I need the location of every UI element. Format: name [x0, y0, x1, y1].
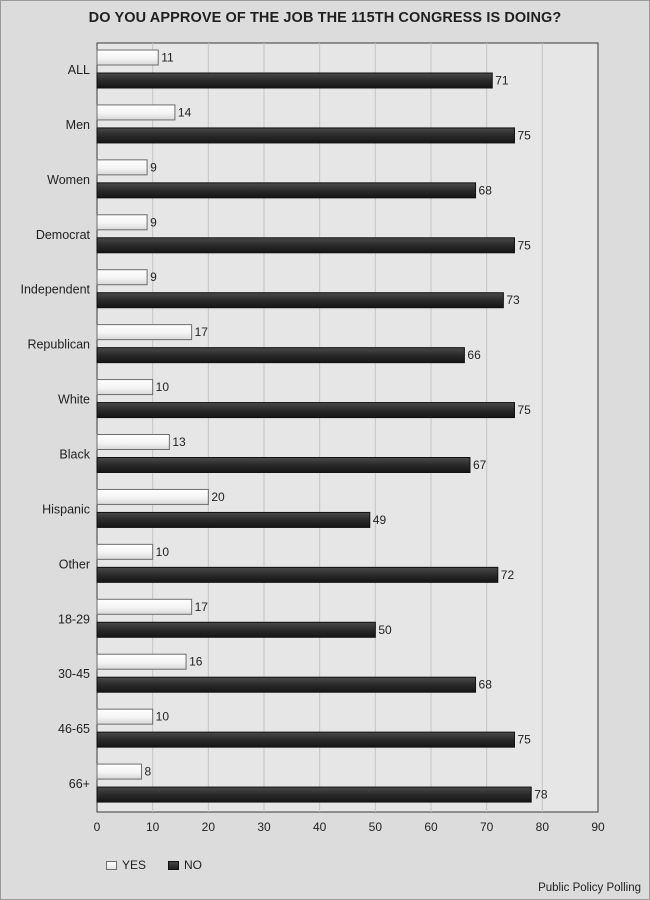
bar-no-66- — [96, 786, 532, 803]
bar-yes-black — [96, 434, 170, 450]
data-label: 78 — [534, 788, 548, 802]
bar-yes-other — [96, 543, 154, 560]
category-label: Democrat — [36, 228, 91, 242]
data-label: 73 — [506, 293, 520, 307]
plot-area — [96, 42, 599, 813]
bar-no-white — [96, 402, 515, 419]
bar-yes-hispanic — [96, 488, 209, 505]
category-label: 46-65 — [58, 722, 90, 736]
category-label: ALL — [68, 63, 90, 77]
bar-no-30-45 — [96, 676, 477, 693]
data-label: 14 — [178, 105, 192, 119]
data-label: 66 — [467, 348, 481, 362]
legend-label-yes: YES — [122, 858, 147, 872]
bar-yes-46-65 — [96, 708, 154, 725]
data-label: 71 — [495, 74, 509, 88]
bar-yes-30-45 — [96, 653, 187, 670]
bar-no-democrat — [96, 237, 515, 254]
data-label: 17 — [195, 325, 209, 339]
x-tick-label: 50 — [369, 820, 383, 834]
data-label: 50 — [378, 623, 392, 637]
category-label: Men — [66, 118, 90, 132]
chart-title: DO YOU APPROVE OF THE JOB THE 115TH CONG… — [88, 10, 562, 26]
bar-no-other — [96, 566, 499, 583]
bar-yes-women — [96, 159, 148, 176]
data-label: 9 — [150, 160, 157, 174]
data-label: 10 — [156, 380, 170, 394]
source-credit: Public Policy Polling — [538, 882, 641, 894]
bar-no-women — [96, 182, 477, 199]
legend: YES NO — [106, 858, 224, 872]
category-label: Republican — [27, 338, 90, 352]
bar-no-46-65 — [96, 731, 515, 748]
data-label: 75 — [518, 733, 532, 747]
x-tick-label: 60 — [424, 820, 438, 834]
legend-label-no: NO — [184, 858, 203, 872]
category-label: Other — [59, 557, 90, 571]
bar-no-18-29 — [96, 621, 376, 638]
bar-no-black — [96, 457, 471, 473]
bar-no-all — [96, 72, 493, 89]
category-label: Hispanic — [42, 502, 90, 516]
data-label: 20 — [211, 490, 225, 504]
data-label: 10 — [156, 710, 170, 724]
bar-yes-white — [96, 379, 154, 396]
x-tick-label: 30 — [257, 820, 271, 834]
bar-no-men — [96, 127, 515, 144]
bar-yes-66- — [96, 763, 143, 780]
category-label: Black — [59, 448, 90, 462]
bar-yes-democrat — [96, 214, 148, 231]
data-label: 68 — [479, 183, 493, 197]
legend-swatch-no — [168, 860, 180, 870]
category-label: 66+ — [69, 777, 90, 791]
legend-item-yes: YES — [106, 858, 146, 872]
legend-item-no: NO — [168, 858, 202, 872]
data-label: 75 — [518, 403, 532, 417]
category-label: White — [58, 393, 90, 407]
data-label: 11 — [161, 51, 174, 65]
category-label: 30-45 — [58, 667, 90, 681]
x-tick-label: 20 — [202, 820, 216, 834]
bar-yes-18-29 — [96, 598, 193, 615]
bar-no-independent — [96, 292, 504, 309]
x-tick-label: 80 — [536, 820, 550, 834]
x-tick-label: 10 — [146, 820, 160, 834]
data-label: 16 — [189, 655, 203, 669]
category-label: 18-29 — [58, 612, 90, 626]
data-label: 13 — [172, 435, 186, 449]
data-label: 49 — [373, 513, 387, 527]
data-label: 67 — [473, 458, 487, 472]
data-label: 75 — [518, 128, 532, 142]
data-label: 75 — [518, 238, 532, 252]
category-label: Independent — [20, 283, 90, 297]
data-label: 10 — [156, 545, 170, 559]
bar-no-hispanic — [96, 511, 371, 528]
bar-yes-republican — [96, 324, 193, 341]
category-label: Women — [47, 173, 90, 187]
x-tick-label: 70 — [480, 820, 494, 834]
bar-yes-all — [96, 49, 159, 66]
data-label: 17 — [195, 600, 209, 614]
data-label: 9 — [150, 270, 157, 284]
bar-yes-independent — [96, 269, 148, 286]
x-tick-label: 40 — [313, 820, 327, 834]
x-tick-label: 90 — [591, 820, 605, 834]
data-label: 9 — [150, 215, 157, 229]
legend-swatch-yes — [106, 860, 117, 870]
data-label: 68 — [479, 678, 493, 692]
bar-yes-men — [96, 104, 176, 121]
bar-no-republican — [96, 347, 465, 364]
data-label: 8 — [145, 765, 152, 779]
data-label: 72 — [501, 568, 515, 582]
x-tick-label: 0 — [94, 820, 101, 834]
